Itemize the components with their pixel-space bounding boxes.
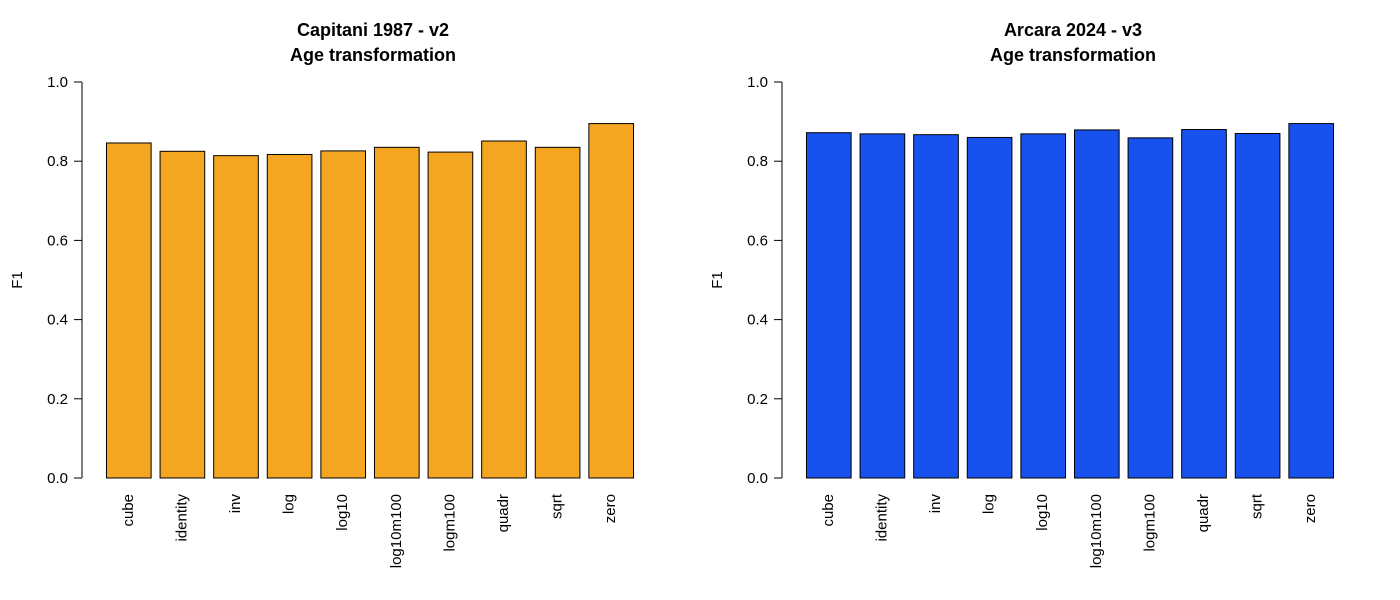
bar-zero	[588, 123, 635, 479]
y-axis-label: F1	[709, 271, 726, 289]
x-tick-label: inv	[227, 494, 244, 514]
bar-inv	[913, 134, 959, 479]
x-tick-label: inv	[927, 494, 944, 514]
y-tick-label: 0.4	[747, 312, 768, 329]
y-tick-label: 0.2	[47, 391, 68, 408]
bar-log	[266, 153, 313, 479]
y-tick-label: 0.6	[747, 232, 768, 249]
chart-title: Arcara 2024 - v3	[1004, 20, 1142, 40]
bar-quadr	[1181, 129, 1227, 479]
chart-subtitle: Age transformation	[990, 45, 1156, 65]
y-tick-label: 0.0	[47, 470, 68, 487]
x-tick-label: quadr	[495, 494, 512, 532]
bar-identity	[859, 133, 906, 479]
bar-log10m100	[373, 146, 420, 479]
bar-identity	[159, 150, 206, 479]
panel-capitani: Capitani 1987 - v2 Age transformation 0.0 0…	[9, 20, 635, 568]
bar-logm100	[1127, 137, 1174, 479]
bar-sqrt	[1234, 132, 1281, 479]
bar-cube	[105, 142, 152, 479]
x-tick-label: log10	[1034, 494, 1051, 531]
y-tick-label: 0.4	[47, 312, 68, 329]
x-tick-label: sqrt	[1249, 493, 1266, 519]
y-tick-label: 0.8	[747, 153, 768, 170]
bar-zero	[1288, 123, 1335, 479]
x-tick-label: sqrt	[549, 493, 566, 519]
y-tick-label: 1.0	[47, 74, 68, 91]
y-tick-label: 1.0	[747, 74, 768, 91]
chart-subtitle: Age transformation	[290, 45, 456, 65]
x-tick-label: log10m100	[388, 494, 405, 568]
chart-title: Capitani 1987 - v2	[297, 20, 449, 40]
x-tick-label: quadr	[1195, 494, 1212, 532]
x-tick-label: zero	[602, 494, 619, 523]
bar-log10	[1020, 133, 1067, 479]
x-tick-label: cube	[820, 494, 837, 527]
bar-log10m100	[1073, 129, 1120, 479]
x-tick-label: logm100	[441, 494, 458, 552]
x-tick-label: log10m100	[1088, 494, 1105, 568]
x-tick-label: identity	[873, 494, 890, 542]
bar-cube	[805, 132, 852, 479]
bar-log10	[320, 150, 367, 479]
x-tick-label: log	[281, 494, 298, 514]
y-tick-label: 0.8	[47, 153, 68, 170]
x-tick-label: logm100	[1141, 494, 1158, 552]
panel-arcara: Arcara 2024 - v3 Age transformation 0.0 0.2…	[709, 20, 1335, 568]
x-tick-label: zero	[1302, 494, 1319, 523]
y-tick-label: 0.0	[747, 470, 768, 487]
x-tick-label: log	[981, 494, 998, 514]
bar-logm100	[427, 151, 474, 479]
bar-log	[966, 136, 1013, 479]
bar-inv	[213, 155, 259, 479]
x-tick-label: identity	[173, 494, 190, 542]
y-axis-label: F1	[9, 271, 26, 289]
x-tick-label: cube	[120, 494, 137, 527]
y-tick-label: 0.2	[747, 391, 768, 408]
bar-quadr	[481, 140, 527, 479]
x-tick-label: log10	[334, 494, 351, 531]
y-tick-label: 0.6	[47, 232, 68, 249]
bar-sqrt	[534, 146, 581, 479]
